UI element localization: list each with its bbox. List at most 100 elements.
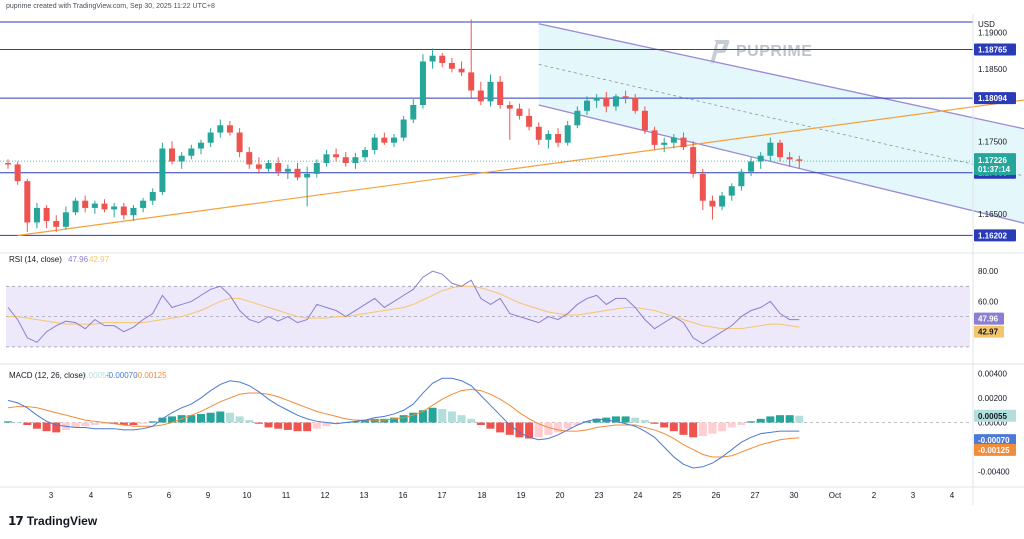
tradingview-logo[interactable]: 17 TradingView [8,514,97,528]
macd-pane: MACD (12, 26, close)0.00055-0.00070-0.00… [4,371,970,469]
candle-body [62,212,69,227]
candle-body [796,159,803,161]
candle-body [371,137,378,150]
current-price-tag [974,153,1016,176]
macd-histogram-bar [390,417,398,423]
macd-histogram-bar [225,412,234,423]
macd-histogram-bar [100,422,109,424]
candle-body [612,96,619,107]
macd-histogram-bar [457,415,466,423]
candle-body [593,97,600,101]
time-tick-label: 25 [673,491,682,500]
candle-body [188,148,195,156]
rsi-pane: RSI (14, close) 47.96 42.97 [6,255,970,348]
macd-histogram-bar [23,422,32,425]
macd-hist-legend-value: 0.00055 [82,371,111,380]
candle-body [487,81,494,102]
level-price-label: 1.18765 [978,46,1007,55]
tradingview-logo-icon: 17 [8,514,24,528]
macd-histogram-bar [148,421,157,423]
macd-histogram-bar [32,422,41,429]
macd-histogram-bar [13,421,22,423]
time-tick-label: 24 [634,491,643,500]
time-tick-label: 3 [49,491,54,500]
candle-body [584,100,590,111]
level-price-label: 1.16202 [978,231,1007,240]
trendline [17,99,1024,237]
currency-label: USD [978,20,995,29]
macd-histogram-bar [370,418,379,423]
macd-histogram-bar [293,422,302,432]
time-tick-label: 3 [911,491,916,500]
macd-histogram-bar [428,407,437,423]
macd-histogram-bar [361,420,370,423]
candle-body [82,200,89,208]
chart-header: puprime created with TradingView.com, Se… [6,3,215,10]
macd-histogram-bar [727,422,736,428]
macd-histogram-bar [525,422,534,439]
candle-body [738,171,745,187]
candle-body [728,186,735,196]
macd-histogram-bar [496,422,505,433]
rsi-ma-value-tag [974,325,1004,338]
macd-hist-label: 0.00055 [978,412,1007,421]
macd-histogram-bar [573,422,582,425]
candle-body [690,147,697,174]
time-tick-label: 2 [872,491,877,500]
candle-body [178,155,185,162]
time-tick-label: 20 [556,491,565,500]
macd-histogram-bar [245,420,254,423]
rsi-tick-label: 60.00 [978,297,999,306]
candle-body [477,90,484,102]
brand-watermark: PUPRIME [708,38,812,66]
candle-body [140,200,147,208]
candle-body [323,154,330,163]
macd-tick-label: 0.00200 [978,394,1007,403]
candle-body [757,155,764,162]
candle-body [33,207,40,223]
candle-body [767,142,774,156]
candle-body [352,157,359,163]
macd-histogram-bar [110,422,119,424]
candle-body [159,148,166,192]
candle-body [24,181,31,223]
candle-body [574,110,581,126]
macd-histogram-bar [592,418,601,423]
candle-body [362,149,369,158]
rsi-value-tag [974,312,1004,325]
price-tick-label: 1.18500 [978,65,1007,74]
candle-body [284,168,291,172]
time-tick-label: 18 [478,491,487,500]
candle-body [255,164,262,169]
macd-histogram-bar [42,422,51,432]
time-tick-label: 4 [89,491,94,500]
price-axis: USD1.187651.180941.170661.162021.190001.… [974,20,1016,477]
time-tick-label: Oct [829,491,842,500]
time-tick-label: 17 [438,491,447,500]
macd-histogram-bar [447,411,456,423]
macd-value-tag [974,434,1016,447]
rsi-legend-value: 47.96 [68,255,89,264]
candle-body [410,105,417,120]
macd-histogram-bar [650,422,659,424]
macd-histogram-bar [669,422,678,432]
candle-body [236,132,243,153]
macd-histogram-bar [119,422,128,425]
macd-value-label: -0.00070 [978,436,1010,445]
macd-histogram-bar [197,413,205,423]
macd-histogram-bar [563,422,572,429]
candle-body [14,164,21,182]
candle-body [43,207,50,221]
candle-body [294,168,301,178]
rsi-tick-label: 80.00 [978,267,999,276]
macd-histogram-bar [689,422,698,438]
level-price-tag [974,92,1016,105]
candle-body [169,148,176,162]
macd-signal-line [7,388,800,458]
price-tick-label: 1.17500 [978,137,1007,146]
candle-body [226,125,233,133]
brand-name: PUPRIME [736,43,813,60]
time-tick-label: 9 [206,491,211,500]
candle-body [111,206,118,210]
